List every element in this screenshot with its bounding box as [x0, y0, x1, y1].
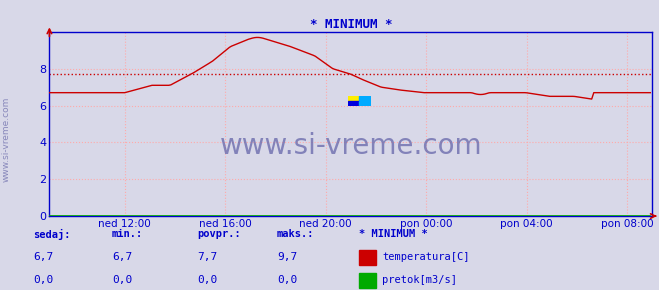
Text: 9,7: 9,7 — [277, 252, 297, 262]
Bar — [359, 101, 371, 106]
Text: 6,7: 6,7 — [112, 252, 132, 262]
Text: maks.:: maks.: — [277, 229, 314, 239]
Text: 0,0: 0,0 — [112, 275, 132, 285]
Text: pretok[m3/s]: pretok[m3/s] — [382, 275, 457, 285]
Text: 0,0: 0,0 — [33, 275, 53, 285]
Text: 0,0: 0,0 — [198, 275, 218, 285]
Bar — [348, 96, 359, 101]
Text: sedaj:: sedaj: — [33, 229, 71, 240]
Bar — [348, 101, 359, 106]
Text: www.si-vreme.com: www.si-vreme.com — [219, 132, 482, 160]
Text: www.si-vreme.com: www.si-vreme.com — [2, 97, 11, 182]
Text: 0,0: 0,0 — [277, 275, 297, 285]
Text: min.:: min.: — [112, 229, 143, 239]
Text: 6,7: 6,7 — [33, 252, 53, 262]
FancyBboxPatch shape — [359, 273, 376, 288]
Title: * MINIMUM *: * MINIMUM * — [310, 18, 392, 31]
Text: 7,7: 7,7 — [198, 252, 218, 262]
Text: temperatura[C]: temperatura[C] — [382, 252, 470, 262]
Bar — [359, 96, 371, 101]
FancyBboxPatch shape — [359, 250, 376, 265]
Text: povpr.:: povpr.: — [198, 229, 241, 239]
Text: * MINIMUM *: * MINIMUM * — [359, 229, 428, 239]
